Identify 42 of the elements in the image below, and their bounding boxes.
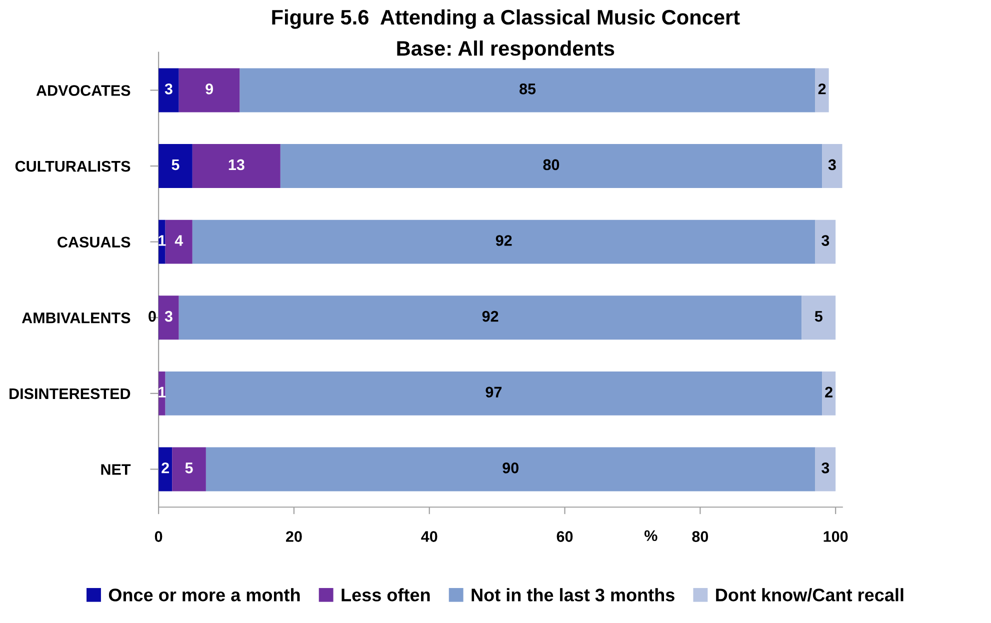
data-label: 0	[148, 310, 156, 322]
data-label: 5	[814, 311, 822, 322]
data-label: 1	[158, 235, 166, 246]
data-label: 5	[185, 462, 193, 474]
y-tick-label: AMBIVALENTS	[22, 312, 130, 324]
data-label: 92	[496, 235, 512, 246]
data-label: 85	[520, 84, 536, 94]
y-tick-label: CASUALS	[58, 236, 130, 248]
y-tick-label: ADVOCATES	[36, 85, 130, 96]
data-label: 9	[206, 84, 214, 94]
x-tick-label: 60	[556, 531, 573, 542]
data-label: 3	[164, 310, 172, 322]
data-label: 3	[822, 462, 830, 474]
data-label: 97	[486, 386, 502, 398]
data-label: 92	[482, 310, 498, 322]
y-tick-label: NET	[101, 464, 131, 475]
data-label: 13	[228, 159, 244, 170]
y-tick-label: CULTURALISTS	[15, 160, 130, 172]
data-label: 3	[164, 84, 172, 94]
data-label: 90	[502, 462, 518, 474]
data-label: 3	[822, 235, 830, 246]
data-label: 2	[162, 462, 169, 474]
x-tick-label: 80	[692, 531, 708, 542]
legend-label: Dont know/Cant recall	[716, 588, 904, 602]
legend-label: Less often	[342, 588, 430, 602]
y-tick-label: DISINTERESTED	[10, 388, 130, 400]
x-tick-label: 100	[824, 531, 848, 542]
data-label: 80	[543, 159, 560, 170]
data-label: 3	[828, 159, 836, 170]
chart-title: Figure 5.6 Attending a Classical Music Concert	[272, 9, 740, 29]
data-label: 1	[158, 386, 166, 398]
x-tick-label: 0	[154, 531, 162, 542]
data-label: 5	[172, 159, 180, 170]
chart-subtitle: Base: All respondents	[397, 40, 614, 60]
legend-label: Not in the last 3 months	[472, 588, 674, 602]
legend-label: Once or more a month	[108, 588, 300, 602]
x-tick-label: 20	[286, 531, 302, 542]
x-axis-title: %	[644, 530, 658, 542]
x-tick-label: 40	[421, 531, 438, 542]
data-label: 2	[818, 84, 826, 94]
data-label: 2	[825, 386, 832, 398]
data-label: 4	[174, 235, 184, 246]
